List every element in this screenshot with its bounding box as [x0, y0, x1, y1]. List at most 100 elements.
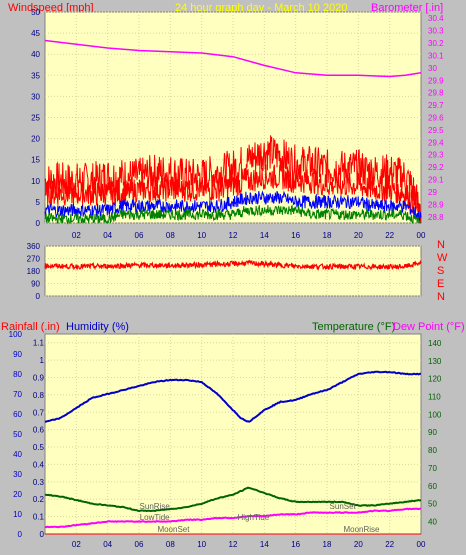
wind-tick-label: 35	[31, 71, 40, 80]
rainfall-axis-title: Rainfall (.in)	[1, 321, 60, 333]
direction-line	[44, 259, 422, 271]
direction-tick-label: 270	[27, 255, 41, 264]
x-tick-label: 20	[354, 540, 363, 549]
compass-label: N	[437, 291, 445, 303]
rain-tick-label: 0.1	[33, 513, 45, 522]
temperature-tick-label: 120	[428, 375, 442, 384]
rain-tick-label: 1	[40, 356, 45, 365]
compass-label: E	[437, 278, 444, 290]
wind-tick-label: 20	[31, 135, 40, 144]
baro-tick-label: 29	[428, 188, 437, 197]
barometer-axis-title: Barometer [.in]	[371, 2, 443, 14]
baro-tick-label: 29.7	[428, 101, 444, 110]
rain-tick-label: 0	[40, 530, 45, 539]
x-tick-label: 00	[417, 231, 426, 240]
baro-tick-label: 29.4	[428, 138, 444, 147]
temperature-tick-label: 50	[428, 500, 437, 509]
rain-tick-label: 0.4	[33, 460, 45, 469]
dewpoint-line	[44, 507, 421, 529]
x-tick-label: 02	[72, 540, 81, 549]
x-tick-label: 10	[197, 540, 206, 549]
humidity-tick-label: 40	[13, 450, 22, 459]
baro-tick-label: 30.3	[428, 27, 444, 36]
humidity-line	[44, 370, 422, 423]
wind-tick-label: 25	[31, 114, 40, 123]
wind-tick-label: 15	[31, 156, 40, 165]
humidity-tick-label: 30	[13, 470, 22, 479]
baro-tick-label: 29.3	[428, 151, 444, 160]
event-label-sunrise: SunRise	[140, 502, 171, 511]
rain-tick-label: 0.6	[33, 426, 45, 435]
humidity-tick-label: 100	[9, 330, 23, 339]
rain-tick-label: 0.9	[33, 373, 45, 382]
temperature-tick-label: 140	[428, 339, 442, 348]
x-tick-label: 06	[135, 540, 144, 549]
barometer-line	[44, 39, 422, 78]
rain-tick-label: 0.7	[33, 408, 45, 417]
temperature-tick-label: 40	[428, 518, 437, 527]
direction-tick-label: 0	[36, 292, 41, 301]
temperature-axis-title: Temperature (°F)	[312, 321, 395, 333]
baro-tick-label: 29.8	[428, 89, 444, 98]
x-tick-label: 12	[229, 540, 238, 549]
humidity-tick-label: 10	[13, 510, 22, 519]
wind-tick-label: 50	[31, 8, 40, 17]
baro-tick-label: 29.6	[428, 114, 444, 123]
rain-tick-label: 0.5	[33, 443, 45, 452]
x-tick-label: 00	[417, 540, 426, 549]
humidity-tick-label: 80	[13, 370, 22, 379]
humidity-tick-label: 70	[13, 390, 22, 399]
wind-average-line	[44, 190, 422, 223]
humidity-tick-label: 20	[13, 490, 22, 499]
baro-tick-label: 30.2	[428, 39, 444, 48]
x-tick-label: 16	[291, 231, 300, 240]
wind-minimum-line	[44, 204, 421, 225]
x-tick-label: 16	[291, 540, 300, 549]
x-tick-label: 22	[385, 540, 394, 549]
baro-tick-label: 30	[428, 64, 437, 73]
x-tick-label: 06	[135, 231, 144, 240]
x-tick-label: 18	[323, 540, 332, 549]
humidity-tick-label: 50	[13, 430, 22, 439]
baro-tick-label: 28.8	[428, 213, 444, 222]
temperature-line	[44, 486, 422, 513]
temperature-tick-label: 90	[428, 428, 437, 437]
temperature-tick-label: 60	[428, 482, 437, 491]
wind-tick-label: 40	[31, 50, 40, 59]
rain-tick-label: 0.2	[33, 495, 45, 504]
x-tick-label: 12	[229, 231, 238, 240]
wind-tick-label: 45	[31, 29, 40, 38]
event-label-sunset: SunSet	[330, 502, 357, 511]
baro-tick-label: 29.1	[428, 176, 444, 185]
event-label-lowtide: LowTide	[140, 513, 170, 522]
x-tick-label: 08	[166, 540, 175, 549]
x-tick-label: 22	[385, 231, 394, 240]
humidity-tick-label: 0	[18, 530, 23, 539]
compass-label: W	[437, 252, 448, 264]
humidity-tick-label: 90	[13, 350, 22, 359]
baro-tick-label: 30.4	[428, 14, 444, 23]
x-tick-label: 14	[260, 231, 269, 240]
compass-label: N	[437, 239, 445, 251]
temperature-tick-label: 80	[428, 446, 437, 455]
wind-tick-label: 30	[31, 92, 40, 101]
event-label-moonset: MoonSet	[157, 525, 190, 534]
temperature-tick-label: 70	[428, 464, 437, 473]
temperature-tick-label: 110	[428, 393, 441, 402]
compass-label: S	[437, 265, 444, 277]
temperature-tick-label: 100	[428, 410, 442, 419]
x-tick-label: 10	[197, 231, 206, 240]
event-label-hightide: HighTide	[238, 513, 270, 522]
baro-tick-label: 29.9	[428, 76, 444, 85]
rain-tick-label: 0.8	[33, 391, 45, 400]
wind-tick-label: 5	[36, 198, 41, 207]
graph-title: 24 hour graph day - March 10 2020	[175, 2, 347, 14]
event-label-moonrise: MoonRise	[343, 525, 380, 534]
x-tick-label: 04	[103, 231, 112, 240]
humidity-tick-label: 60	[13, 410, 22, 419]
baro-tick-label: 28.9	[428, 200, 444, 209]
rain-tick-label: 0.3	[33, 478, 45, 487]
wind-axis-title: Windspeed [mph]	[8, 2, 94, 14]
baro-tick-label: 29.5	[428, 126, 444, 135]
